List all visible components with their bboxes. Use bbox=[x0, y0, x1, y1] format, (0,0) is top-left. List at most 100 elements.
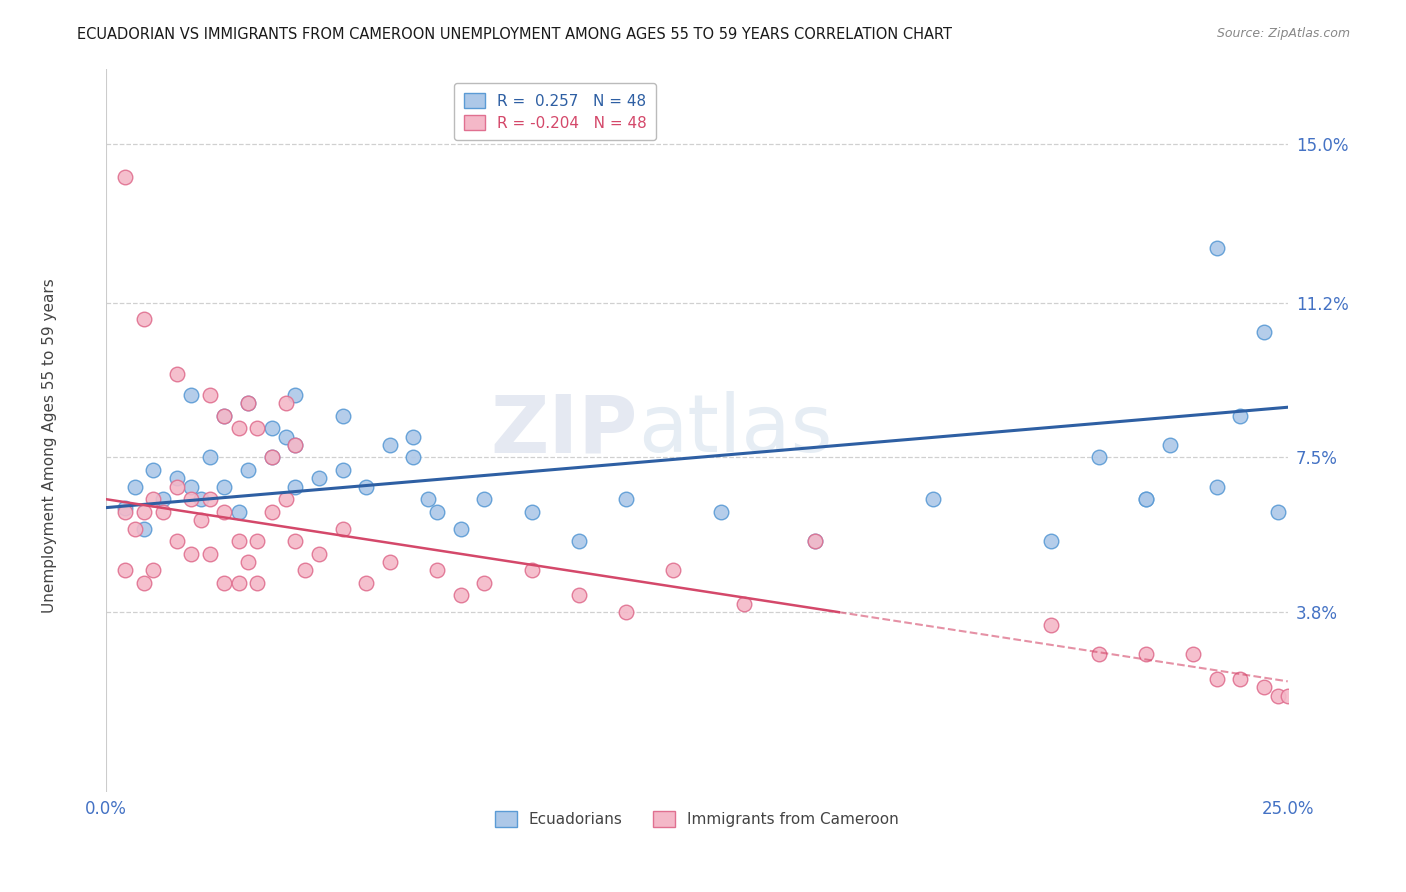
Point bbox=[200, 492, 222, 507]
Point bbox=[246, 575, 269, 590]
Point bbox=[1135, 647, 1157, 661]
Point bbox=[804, 534, 827, 549]
Point bbox=[1253, 681, 1275, 695]
Point bbox=[236, 555, 259, 569]
Point bbox=[200, 387, 222, 401]
Point bbox=[568, 534, 591, 549]
Point bbox=[132, 575, 155, 590]
Point bbox=[1159, 438, 1181, 452]
Point bbox=[142, 563, 165, 577]
Text: ECUADORIAN VS IMMIGRANTS FROM CAMEROON UNEMPLOYMENT AMONG AGES 55 TO 59 YEARS CO: ECUADORIAN VS IMMIGRANTS FROM CAMEROON U… bbox=[77, 27, 952, 42]
Point bbox=[260, 450, 283, 465]
Point bbox=[1205, 480, 1227, 494]
Text: Unemployment Among Ages 55 to 59 years: Unemployment Among Ages 55 to 59 years bbox=[42, 278, 56, 614]
Point bbox=[274, 396, 297, 410]
Point bbox=[294, 563, 316, 577]
Point bbox=[114, 505, 136, 519]
Point bbox=[1087, 450, 1109, 465]
Point bbox=[402, 429, 425, 443]
Point bbox=[260, 421, 283, 435]
Point bbox=[214, 480, 236, 494]
Point bbox=[332, 522, 354, 536]
Point bbox=[228, 505, 250, 519]
Point bbox=[568, 589, 591, 603]
Point bbox=[1182, 647, 1205, 661]
Point bbox=[520, 505, 543, 519]
Point bbox=[214, 505, 236, 519]
Point bbox=[274, 492, 297, 507]
Point bbox=[1135, 492, 1157, 507]
Point bbox=[180, 480, 202, 494]
Point bbox=[662, 563, 685, 577]
Point bbox=[733, 597, 755, 611]
Point bbox=[284, 480, 307, 494]
Point bbox=[1253, 325, 1275, 339]
Point bbox=[284, 387, 307, 401]
Point bbox=[260, 505, 283, 519]
Point bbox=[710, 505, 733, 519]
Point bbox=[114, 500, 136, 515]
Point bbox=[1229, 672, 1251, 686]
Text: atlas: atlas bbox=[638, 392, 832, 469]
Point bbox=[308, 471, 330, 485]
Point bbox=[804, 534, 827, 549]
Point bbox=[426, 505, 449, 519]
Point bbox=[166, 534, 188, 549]
Point bbox=[274, 429, 297, 443]
Point bbox=[114, 563, 136, 577]
Point bbox=[1267, 689, 1289, 703]
Point bbox=[200, 450, 222, 465]
Point bbox=[246, 421, 269, 435]
Point bbox=[214, 409, 236, 423]
Point bbox=[332, 409, 354, 423]
Point bbox=[260, 450, 283, 465]
Point bbox=[228, 421, 250, 435]
Point bbox=[1040, 617, 1063, 632]
Point bbox=[1277, 689, 1299, 703]
Point bbox=[132, 522, 155, 536]
Point bbox=[614, 605, 637, 619]
Point bbox=[246, 534, 269, 549]
Point bbox=[402, 450, 425, 465]
Point bbox=[236, 463, 259, 477]
Legend: Ecuadorians, Immigrants from Cameroon: Ecuadorians, Immigrants from Cameroon bbox=[488, 804, 907, 835]
Point bbox=[124, 522, 146, 536]
Point bbox=[214, 409, 236, 423]
Point bbox=[1205, 241, 1227, 255]
Point bbox=[354, 480, 377, 494]
Point bbox=[1040, 534, 1063, 549]
Point bbox=[190, 513, 212, 527]
Point bbox=[332, 463, 354, 477]
Point bbox=[180, 492, 202, 507]
Point bbox=[472, 492, 495, 507]
Point bbox=[378, 438, 401, 452]
Point bbox=[426, 563, 449, 577]
Point bbox=[1135, 492, 1157, 507]
Point bbox=[114, 170, 136, 185]
Point bbox=[200, 547, 222, 561]
Point bbox=[1205, 672, 1227, 686]
Point bbox=[284, 438, 307, 452]
Point bbox=[1229, 409, 1251, 423]
Point bbox=[416, 492, 439, 507]
Point bbox=[180, 387, 202, 401]
Point bbox=[142, 463, 165, 477]
Point bbox=[922, 492, 945, 507]
Point bbox=[166, 471, 188, 485]
Point bbox=[354, 575, 377, 590]
Text: ZIP: ZIP bbox=[491, 392, 638, 469]
Point bbox=[166, 367, 188, 381]
Point bbox=[214, 575, 236, 590]
Point bbox=[236, 396, 259, 410]
Point bbox=[284, 438, 307, 452]
Point bbox=[284, 534, 307, 549]
Point bbox=[450, 589, 472, 603]
Point bbox=[166, 480, 188, 494]
Point bbox=[236, 396, 259, 410]
Point bbox=[308, 547, 330, 561]
Point bbox=[124, 480, 146, 494]
Point bbox=[228, 534, 250, 549]
Point bbox=[180, 547, 202, 561]
Point bbox=[472, 575, 495, 590]
Point bbox=[520, 563, 543, 577]
